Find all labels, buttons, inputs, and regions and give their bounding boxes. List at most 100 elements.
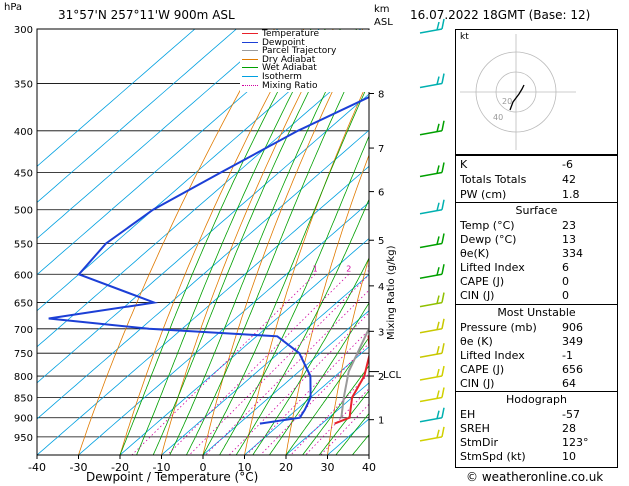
wind-barb-flag — [436, 321, 440, 330]
skewt-grid: 12346810162025 — [37, 29, 442, 455]
x-tick-label: 30 — [321, 461, 335, 474]
wind-barb-flag — [441, 73, 445, 84]
location-title: 31°57'N 257°11'W 900m ASL — [58, 8, 235, 22]
hodograph-stats-panel: Hodograph EH -57 SREH 28 StmDir 123° StmSpd… — [455, 391, 618, 468]
wet-adiabat-line — [202, 81, 369, 455]
km-tick-label: 5 — [378, 236, 384, 247]
surface-row: θe(K) 334 — [460, 247, 583, 260]
x-axis-label: Dewpoint / Temperature (°C) — [86, 470, 259, 484]
mu-row: θe (K) 349 — [460, 335, 583, 348]
wind-barb-flag — [441, 18, 445, 30]
wind-barb — [419, 242, 443, 249]
x-tick-label: -20 — [111, 461, 129, 474]
wind-barb-flag — [436, 368, 440, 378]
wind-barb-flag — [441, 292, 445, 303]
legend-entry: Wet Adiabat — [242, 64, 317, 73]
isotherm-line — [37, 93, 369, 384]
legend-entry: Dewpoint — [242, 38, 305, 48]
wet-adiabat-line — [269, 302, 369, 455]
wind-barb-flag — [441, 343, 445, 354]
mixing-ratio-line — [205, 289, 369, 455]
mixing-ratio-line — [228, 312, 369, 455]
wet-adiabat-line — [152, 29, 341, 455]
isotherm-line — [37, 29, 320, 276]
lcl-label: LCL — [383, 370, 402, 381]
most-unstable-panel: Most Unstable Pressure (mb) 906 θe (K) 349… — [455, 304, 618, 394]
wind-barb-flag — [436, 295, 440, 304]
legend-entry: Dry Adiabat — [242, 54, 316, 65]
mixing-ratio-label: 1 — [313, 264, 318, 273]
wet-adiabat-line — [285, 336, 369, 455]
indices-panel: K -6 Totals Totals 42 PW (cm) 1.8 — [455, 155, 618, 205]
pressure-tick-label: 500 — [14, 206, 33, 217]
wind-barb-flag — [436, 390, 440, 399]
pressure-tick-label: 800 — [14, 372, 33, 383]
wind-barb — [419, 416, 443, 423]
legend-label: Dry Adiabat — [262, 54, 316, 65]
wind-barb-flag — [436, 429, 440, 439]
wind-barb-flag — [441, 318, 445, 329]
wind-barb-flag — [436, 165, 440, 174]
pressure-tick-label: 400 — [14, 127, 33, 138]
hodo-row: StmSpd (kt) 10 — [460, 450, 576, 463]
pressure-tick-label: 650 — [14, 299, 33, 310]
wet-adiabat-line — [219, 135, 369, 455]
wind-barb — [419, 352, 443, 358]
index-row: K -6 — [460, 158, 573, 171]
legend-label: Wet Adiabat — [262, 63, 317, 74]
dry-adiabat-line — [161, 29, 334, 455]
mixing-ratio-line — [290, 373, 369, 455]
wind-barb-flag — [441, 365, 445, 377]
mixing-ratio-label: 10 — [432, 264, 442, 273]
isotherm-line — [78, 201, 369, 455]
wind-barb — [419, 301, 443, 308]
hodograph-ring-label: 40 — [493, 113, 503, 122]
isotherm-line — [37, 29, 237, 203]
mixing-ratio-axis-label: Mixing Ratio (g/kg) — [386, 245, 397, 340]
pressure-tick-label: 550 — [14, 239, 33, 250]
km-tick-label: 6 — [378, 188, 384, 199]
wind-barb — [419, 209, 443, 215]
isotherm-line — [202, 310, 369, 455]
wind-barb-flag — [436, 76, 440, 85]
mu-row: Pressure (mb) 906 — [460, 321, 583, 334]
mixing-ratio-line — [246, 329, 369, 455]
legend-swatch — [242, 67, 258, 69]
legend-label: Isotherm — [262, 72, 302, 82]
surface-row: Dewp (°C) 13 — [460, 233, 576, 246]
hodograph-chart: 40 20 — [460, 34, 576, 150]
wet-adiabat-line — [235, 198, 369, 455]
isotherm-line — [37, 165, 369, 455]
wet-adiabat-line — [318, 390, 369, 455]
legend-label: Parcel Trajectory — [262, 46, 337, 57]
mixing-ratio-line — [131, 274, 316, 455]
hodograph-ring — [475, 51, 557, 133]
hodo-row: SREH 28 — [460, 422, 576, 435]
surface-row: Lifted Index 6 — [460, 261, 569, 274]
wind-barb-flag — [441, 264, 445, 275]
isotherm-line — [161, 274, 369, 455]
mixing-ratio-line — [167, 274, 350, 455]
pressure-tick-label: 850 — [14, 393, 33, 404]
wind-barb-flag — [436, 346, 440, 355]
legend-label: Mixing Ratio — [262, 80, 318, 91]
wind-barb — [419, 171, 443, 178]
legend-swatch — [242, 76, 258, 77]
wind-barb — [419, 328, 443, 334]
wind-barbs — [419, 18, 445, 442]
wind-barb — [419, 28, 443, 34]
hodograph-panel: 40 20 kt — [455, 29, 618, 155]
km-tick-label: 4 — [378, 282, 384, 293]
x-tick-label: 10 — [238, 461, 252, 474]
isotherm-line — [37, 29, 362, 312]
hodograph-ring — [495, 71, 537, 113]
chart-legend: Temperature Dewpoint Parcel Trajectory Dry … — [240, 30, 370, 92]
dry-adiabat-line — [119, 29, 305, 455]
dry-adiabat-line — [78, 29, 275, 455]
mu-row: Lifted Index -1 — [460, 349, 573, 362]
datetime-title: 16.07.2022 18GMT (Base: 12) — [410, 8, 591, 22]
wet-adiabat-line — [186, 39, 369, 455]
legend-swatch — [242, 33, 258, 34]
asl-unit-label: ASL — [374, 17, 393, 28]
pressure-tick-label: 300 — [14, 25, 33, 36]
